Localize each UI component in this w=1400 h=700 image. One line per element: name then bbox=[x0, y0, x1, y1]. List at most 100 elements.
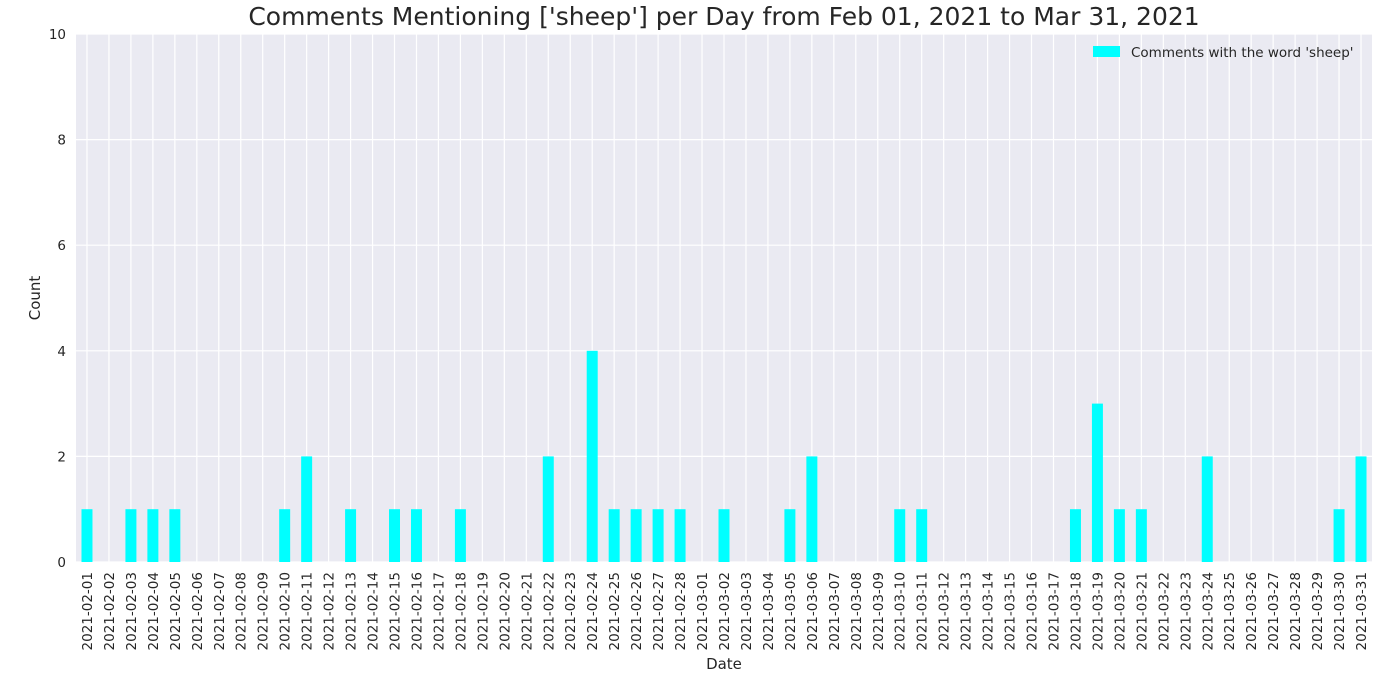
x-axis-ticks: 2021-02-01 2021-02-02 2021-02-03 2021-02-04… bbox=[80, 572, 1370, 650]
x-tick-label: 2021-03-30 bbox=[1332, 572, 1348, 650]
bar bbox=[81, 509, 93, 562]
x-tick-label: 2021-02-20 bbox=[497, 572, 513, 650]
x-tick-label: 2021-02-24 bbox=[585, 572, 601, 650]
x-tick-label: 2021-03-20 bbox=[1112, 572, 1128, 650]
bar bbox=[169, 509, 181, 562]
x-tick-label: 2021-03-11 bbox=[915, 572, 931, 650]
x-tick-label: 2021-03-14 bbox=[981, 572, 997, 650]
x-tick-label: 2021-02-13 bbox=[344, 572, 360, 650]
x-tick-label: 2021-03-17 bbox=[1046, 572, 1062, 650]
x-tick-label: 2021-02-22 bbox=[541, 572, 557, 650]
x-tick-label: 2021-03-25 bbox=[1222, 572, 1238, 650]
x-tick-label: 2021-03-26 bbox=[1244, 572, 1260, 650]
y-tick-label: 6 bbox=[57, 238, 66, 254]
bar bbox=[674, 509, 686, 562]
bar bbox=[301, 456, 313, 562]
bar bbox=[718, 509, 730, 562]
bar bbox=[894, 509, 906, 562]
legend: Comments with the word 'sheep' bbox=[1093, 45, 1354, 61]
bar bbox=[916, 509, 928, 562]
x-tick-label: 2021-03-28 bbox=[1288, 572, 1304, 650]
bar bbox=[542, 456, 554, 562]
x-tick-label: 2021-02-23 bbox=[563, 572, 579, 650]
bar bbox=[806, 456, 818, 562]
x-tick-label: 2021-02-18 bbox=[453, 572, 469, 650]
x-tick-label: 2021-03-27 bbox=[1266, 572, 1282, 650]
x-tick-label: 2021-03-22 bbox=[1156, 572, 1172, 650]
x-tick-label: 2021-02-08 bbox=[234, 572, 250, 650]
x-tick-label: 2021-02-07 bbox=[212, 572, 228, 650]
x-tick-label: 2021-02-15 bbox=[388, 572, 404, 650]
x-tick-label: 2021-02-09 bbox=[256, 572, 272, 650]
x-tick-label: 2021-02-02 bbox=[102, 572, 118, 650]
x-tick-label: 2021-02-03 bbox=[124, 572, 140, 650]
y-tick-label: 0 bbox=[57, 555, 66, 571]
x-tick-label: 2021-03-01 bbox=[695, 572, 711, 650]
y-tick-label: 4 bbox=[57, 344, 66, 360]
bar bbox=[147, 509, 159, 562]
x-tick-label: 2021-02-04 bbox=[146, 572, 162, 650]
bar bbox=[652, 509, 664, 562]
bar bbox=[1091, 403, 1103, 562]
x-tick-label: 2021-03-31 bbox=[1354, 572, 1370, 650]
legend-swatch bbox=[1093, 46, 1120, 57]
grid-lines bbox=[76, 33, 1372, 563]
y-tick-label: 10 bbox=[49, 27, 66, 43]
bar bbox=[345, 509, 357, 562]
bar bbox=[608, 509, 620, 562]
bar bbox=[1113, 509, 1125, 562]
x-tick-label: 2021-03-15 bbox=[1003, 572, 1019, 650]
x-tick-label: 2021-02-11 bbox=[300, 572, 316, 650]
bar bbox=[1201, 456, 1213, 562]
x-tick-label: 2021-02-19 bbox=[475, 572, 491, 650]
bar bbox=[410, 509, 422, 562]
y-axis-label: Count bbox=[26, 276, 44, 321]
bar bbox=[1069, 509, 1081, 562]
bar bbox=[784, 509, 796, 562]
x-tick-label: 2021-03-06 bbox=[805, 572, 821, 650]
x-tick-label: 2021-03-03 bbox=[739, 572, 755, 650]
x-tick-label: 2021-02-10 bbox=[278, 572, 294, 650]
x-tick-label: 2021-03-18 bbox=[1068, 572, 1084, 650]
x-tick-label: 2021-02-25 bbox=[607, 572, 623, 650]
bar bbox=[1355, 456, 1367, 562]
x-tick-label: 2021-03-21 bbox=[1134, 572, 1150, 650]
y-tick-label: 8 bbox=[57, 133, 66, 149]
x-tick-label: 2021-02-21 bbox=[519, 572, 535, 650]
bar bbox=[389, 509, 400, 562]
y-tick-label: 2 bbox=[57, 449, 66, 465]
bar-series bbox=[81, 350, 1367, 562]
bar bbox=[1333, 509, 1345, 562]
x-tick-label: 2021-02-26 bbox=[629, 572, 645, 650]
x-tick-label: 2021-02-06 bbox=[190, 572, 206, 650]
x-tick-label: 2021-03-05 bbox=[783, 572, 799, 650]
bar bbox=[630, 509, 642, 562]
bar bbox=[454, 509, 466, 562]
x-tick-label: 2021-03-23 bbox=[1178, 572, 1194, 650]
bar bbox=[279, 509, 291, 562]
x-tick-label: 2021-02-12 bbox=[322, 572, 338, 650]
x-tick-label: 2021-02-17 bbox=[431, 572, 447, 650]
x-tick-label: 2021-03-12 bbox=[937, 572, 953, 650]
x-tick-label: 2021-03-04 bbox=[761, 572, 777, 650]
bar bbox=[1135, 509, 1147, 562]
x-tick-label: 2021-03-02 bbox=[717, 572, 733, 650]
y-axis-ticks: 0 2 4 6 8 10 bbox=[49, 27, 66, 571]
x-tick-label: 2021-03-13 bbox=[959, 572, 975, 650]
bar bbox=[125, 509, 137, 562]
x-tick-label: 2021-02-01 bbox=[80, 572, 96, 650]
x-tick-label: 2021-02-14 bbox=[366, 572, 382, 650]
x-tick-label: 2021-02-27 bbox=[651, 572, 667, 650]
x-tick-label: 2021-03-09 bbox=[871, 572, 887, 650]
x-tick-label: 2021-02-28 bbox=[673, 572, 689, 650]
x-tick-label: 2021-03-16 bbox=[1025, 572, 1041, 650]
chart-title: Comments Mentioning ['sheep'] per Day fr… bbox=[248, 2, 1199, 31]
x-tick-label: 2021-02-16 bbox=[409, 572, 425, 650]
x-axis-label: Date bbox=[706, 655, 742, 673]
x-tick-label: 2021-03-29 bbox=[1310, 572, 1326, 650]
x-tick-label: 2021-03-24 bbox=[1200, 572, 1216, 650]
x-tick-label: 2021-03-10 bbox=[893, 572, 909, 650]
bar bbox=[586, 350, 598, 562]
